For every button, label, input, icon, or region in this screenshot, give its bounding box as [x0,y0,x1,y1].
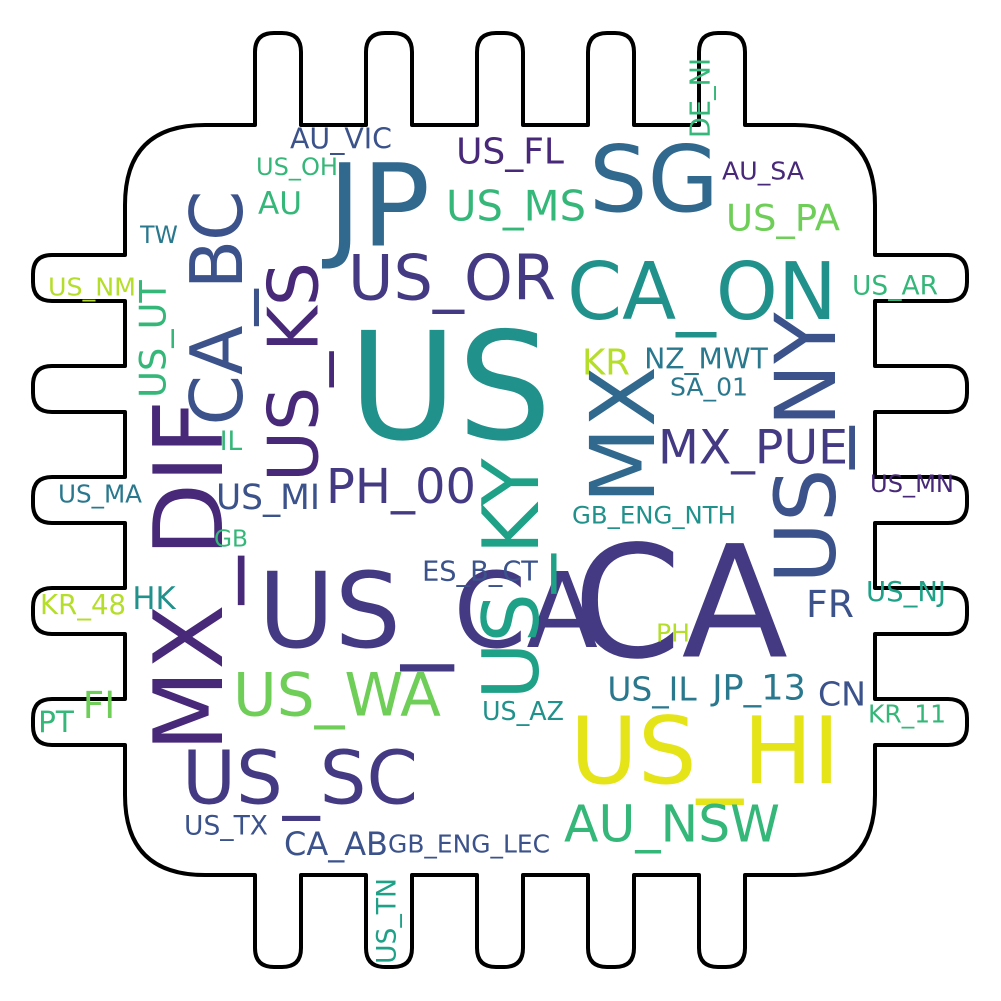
cloud-word-fi: FI [83,683,115,727]
cloud-word-nz-mwt: NZ_MWT [644,343,768,376]
cloud-word-ca-ab: CA_AB [284,825,388,863]
cloud-word-us-ky: US_KY [467,458,557,700]
cloud-word-hk: HK [132,581,176,617]
cloud-word-ph: PH [656,619,690,648]
cloud-word-de-ni: DE_NI [686,58,717,138]
cloud-word-us-il: US_IL [607,670,697,709]
cloud-word-us-ut: US_UT [132,280,175,398]
cloud-word-ph-00: PH_00 [326,459,476,515]
cloud-word-us-ar: US_AR [852,271,938,302]
cloud-word-us-hi: US_HI [570,697,840,805]
cloud-word-us-ma: US_MA [58,480,142,509]
cloud-word-kr: KR [582,343,630,384]
cloud-word-ca: CA [573,513,788,694]
cloud-word-us-tx: US_TX [184,811,268,842]
cloud-word-us-ks: US_KS [254,262,335,482]
cloud-word-au-nsw: AU_NSW [564,795,780,854]
cloud-word-us-oh: US_OH [256,153,338,181]
cloud-word-cn: CN [818,675,866,714]
cloud-word-us-az: US_AZ [482,696,564,726]
cloud-word-il: IL [220,427,243,457]
cloud-word-au: AU [258,186,302,222]
cloud-word-sa-01: SA_01 [670,373,748,402]
cloud-word-us-ms: US_MS [446,182,586,231]
cloud-word-us-fl: US_FL [456,132,564,173]
cloud-word-mx-pue: MX_PUE [658,421,848,476]
cloud-word-us-sc: US_SC [182,737,418,822]
cloud-word-ca-bc: CA_BC [176,191,260,426]
cloud-word-mx-dif: MX_DIF [133,400,245,752]
cloud-word-jp: JP [322,140,430,273]
cloud-word-gb-eng-lec: GB_ENG_LEC [388,830,550,859]
cloud-word-ca-on: CA_ON [567,246,837,338]
cloud-word-us-mn: US_MN [870,470,954,498]
chip-outline-shape [31,31,969,969]
cloud-word-es-b-ct: ES_B_CT [422,557,538,588]
cloud-word-us-ca: US_CA [258,550,598,672]
cloud-word-pt: PT [38,705,75,739]
cloud-word-us-pa: US_PA [726,197,840,240]
cloud-word-gb: GB [214,526,248,553]
cloud-word-au-vic: AU_VIC [290,123,392,156]
cloud-word-us-nj: US_NJ [866,576,946,608]
cloud-word-fr: FR [806,582,854,626]
cloud-word-us-tn: US_TN [372,878,403,964]
cloud-word-jp-13: JP_13 [710,668,806,709]
cloud-word-us-or: US_OR [348,242,556,315]
cloud-word-us-nm: US_NM [48,273,136,302]
cloud-word-us-ny: US_NY [757,312,855,584]
cloud-word-au-sa: AU_SA [722,157,805,186]
cloud-word-gb-eng-nth: GB_ENG_NTH [572,501,736,530]
cloud-word-tw: TW [139,221,178,249]
cloud-word-us-wa: US_WA [233,662,441,731]
cloud-word-kr-11: KR_11 [868,700,946,729]
cloud-word-us-mi: US_MI [216,478,320,518]
cloud-word-sg: SG [589,125,719,233]
cloud-word-mx: MX [572,366,676,504]
cloud-word-kr-48: KR_48 [40,589,126,621]
cloud-word-us: US [348,302,552,475]
